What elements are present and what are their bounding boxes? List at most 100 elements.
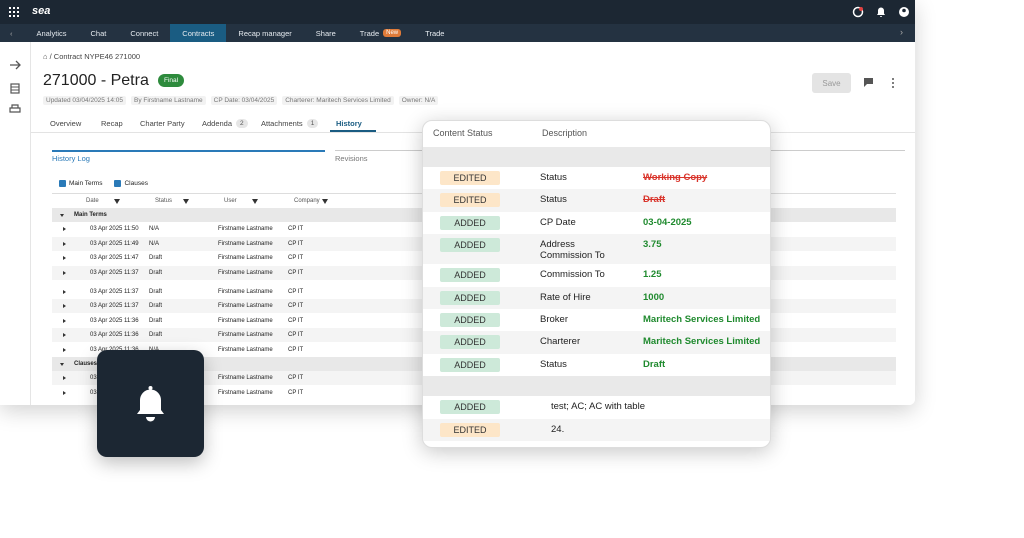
history-row[interactable]: 03 Apr 2025 11:50 N/A Firstname Lastname CP… — [52, 222, 896, 236]
breadcrumb-text[interactable]: Contract NYPE46 271000 — [53, 52, 141, 61]
top-bar: sea — [0, 0, 915, 24]
tab[interactable]: Addenda 2 — [202, 119, 248, 128]
subtab[interactable]: History Log — [52, 154, 90, 163]
status-badge: ADDED — [440, 400, 500, 415]
cell: 03 Apr 2025 11:47 — [90, 255, 139, 261]
field-name: Broker — [540, 314, 568, 325]
filter[interactable]: Main Terms — [59, 180, 102, 187]
list-icon[interactable] — [10, 83, 20, 94]
field-name: test; AC; AC with table — [551, 401, 645, 413]
tab-count: 1 — [306, 119, 319, 128]
column-header[interactable]: User — [224, 198, 237, 204]
popup-header: Description — [542, 128, 588, 138]
tab[interactable]: Charter Party — [140, 119, 185, 128]
nav-next[interactable]: › — [900, 27, 903, 37]
column-header[interactable]: Date — [86, 198, 99, 204]
cell: Draft — [149, 332, 163, 338]
change-row: ADDED CP Date 03-04-2025 — [423, 211, 770, 235]
filter-label: Clauses — [124, 180, 148, 187]
cell: Draft — [149, 288, 163, 295]
status-badge: ADDED — [440, 238, 500, 253]
column-header[interactable]: Status — [155, 198, 173, 204]
cell: Firstname Lastname — [218, 269, 273, 276]
row-caret — [63, 227, 66, 231]
field-value: 1000 — [643, 291, 665, 303]
history-row[interactable]: 03 Apr 2025 11:36 N/A Firstname Lastname CP… — [52, 343, 896, 357]
notification-tile[interactable] — [97, 350, 204, 457]
nav-item[interactable]: Connect — [118, 24, 170, 42]
tab[interactable]: Attachments 1 — [261, 119, 319, 128]
tab-label: Addenda — [202, 119, 233, 128]
row-caret — [63, 304, 66, 308]
change-row: ADDED Address Commission To 3.75 — [423, 234, 770, 265]
nav-label: Share — [315, 28, 336, 38]
nav-item[interactable]: Share — [304, 24, 348, 42]
cell: 03 Apr 2025 11:49 — [90, 240, 139, 247]
field-name: CP Date — [540, 216, 576, 228]
status-badge: ADDED — [440, 215, 500, 230]
nav-label: Trade — [359, 28, 380, 38]
checkbox[interactable] — [114, 180, 122, 187]
bell-icon[interactable] — [877, 7, 885, 18]
filter-icon[interactable] — [252, 198, 258, 204]
nav-item[interactable]: Trade — [413, 24, 456, 42]
box-icon[interactable] — [9, 104, 21, 113]
nav-label: Chat — [90, 28, 107, 38]
cell: CP IT — [288, 346, 304, 353]
history-row[interactable]: 03 Apr 2025 11:47 Draft Firstname Lastname… — [52, 251, 896, 265]
row-caret — [63, 241, 66, 246]
tab[interactable]: History — [336, 119, 362, 128]
apps-icon[interactable] — [9, 7, 19, 17]
sidebar — [0, 42, 31, 405]
cell: N/A — [149, 240, 160, 247]
checkbox[interactable] — [59, 180, 66, 187]
tab-underline — [330, 130, 376, 132]
history-row[interactable]: 03 A Firstname Lastname CP IT — [52, 386, 896, 400]
cell: Firstname Lastname — [218, 389, 273, 396]
comment-icon[interactable] — [864, 78, 873, 87]
meta-item: CP Date: 03/04/2025 — [210, 96, 278, 105]
field-name: 24. — [551, 423, 565, 435]
filter[interactable]: Clauses — [114, 180, 148, 187]
header-icons — [864, 78, 894, 88]
filter-icon[interactable] — [114, 198, 120, 204]
field-name: Status — [540, 172, 567, 183]
change-row: EDITED Status Draft — [423, 189, 770, 212]
history-row[interactable]: 03 Apr 2025 11:37 Draft Firstname Lastname… — [52, 285, 896, 299]
status-dot — [859, 7, 863, 11]
field-value: Working Copy — [643, 172, 708, 183]
status-badge: ADDED — [440, 335, 500, 350]
status-icon[interactable] — [852, 6, 864, 18]
column-header[interactable]: Company — [294, 198, 320, 204]
status-badge: EDITED — [440, 422, 500, 437]
cell: 03 Apr 2025 11:37 — [90, 269, 139, 276]
filter-label: Main Terms — [69, 180, 103, 187]
expand-icon[interactable] — [10, 60, 21, 70]
subtab[interactable]: Revisions — [335, 154, 368, 163]
nav-prev[interactable]: ‹ — [10, 28, 13, 38]
filter-icon[interactable] — [183, 198, 189, 204]
popup-header: Content Status — [433, 128, 493, 138]
field-value: Draft — [643, 194, 666, 206]
field-name: Status — [540, 358, 567, 370]
nav-item[interactable]: Chat — [79, 24, 119, 42]
row-caret — [63, 256, 66, 260]
contract-title: 271000 - Petra — [43, 72, 149, 89]
nav-bar: ‹ Analytics Chat Connect Contracts Recap man… — [0, 24, 915, 42]
content-status-popup: Content Status Description EDITED Status Wor… — [422, 120, 771, 448]
tab[interactable]: Overview — [50, 119, 81, 128]
nav-label: Recap manager — [238, 28, 292, 38]
change-row: ADDED Rate of Hire 1000 — [423, 286, 770, 309]
row-caret — [63, 318, 66, 323]
nav-item[interactable]: Contracts — [170, 24, 227, 42]
more-icon[interactable] — [892, 78, 894, 88]
change-row: EDITED 24. — [423, 418, 770, 441]
nav-item[interactable]: Trade New — [348, 24, 413, 42]
tab[interactable]: Recap — [101, 119, 123, 128]
filter-icon[interactable] — [322, 198, 328, 204]
save-button[interactable]: Save — [812, 73, 851, 93]
cell: Firstname Lastname — [218, 226, 273, 232]
nav-item[interactable]: Recap manager — [226, 24, 303, 42]
history-row[interactable]: 03 Apr 2025 11:36 Draft Firstname Lastname… — [52, 314, 896, 328]
nav-item[interactable]: Analytics — [25, 24, 79, 42]
